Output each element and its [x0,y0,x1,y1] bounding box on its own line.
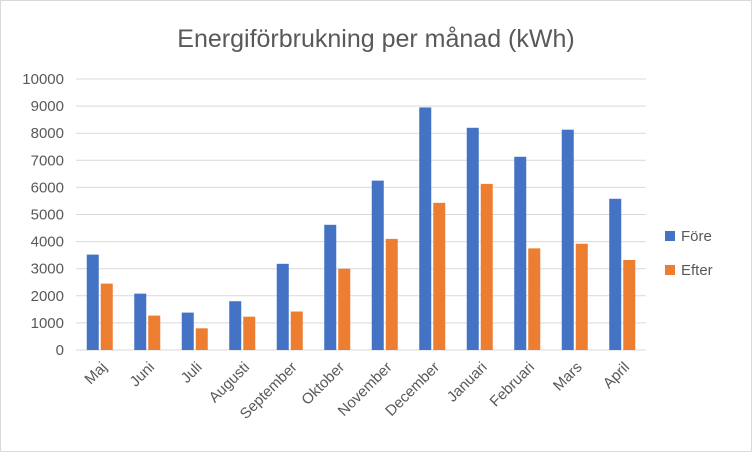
y-tick-label: 4000 [31,234,64,251]
x-tick-label: Augusti [206,359,253,406]
x-tick-label: Maj [81,359,110,388]
y-tick-label: 1000 [31,315,64,332]
bar-efter-januari [480,183,493,350]
y-tick-label: 7000 [31,152,64,169]
bar-efter-maj [100,283,113,350]
legend-label: Före [681,228,712,245]
bar-efter-februari [528,248,541,350]
bar-fore-februari [514,156,527,350]
x-tick-label: Mars [550,359,586,395]
bar-fore-mars [561,129,574,350]
x-tick-label: April [600,359,633,392]
bar-efter-juli [195,328,208,350]
bar-fore-december [419,107,432,350]
bar-fore-november [371,180,384,350]
x-axis-ticks: Maj Juni Juli AugustiSeptemberOktoberNovemb… [81,359,633,423]
x-tick-label: Februari [487,359,539,411]
bar-fore-januari [466,127,479,350]
bar-fore-augusti [229,301,242,350]
x-tick-label: Juni [127,359,158,390]
bar-efter-september [290,311,303,350]
bar-fore-maj [86,254,99,350]
bar-efter-april [623,260,636,350]
bar-efter-mars [575,243,588,350]
y-tick-label: 9000 [31,98,64,115]
y-tick-label: 8000 [31,125,64,142]
bar-efter-oktober [338,268,351,350]
y-tick-label: 5000 [31,207,64,224]
legend-label: Efter [681,262,713,279]
y-tick-label: 6000 [31,179,64,196]
y-tick-label: 2000 [31,288,64,305]
bar-efter-augusti [243,316,256,350]
bar-efter-december [433,202,446,350]
y-tick-label: 3000 [31,261,64,278]
x-tick-label: Juli [178,359,206,387]
y-tick-label: 10000 [22,71,64,88]
bar-fore-juni [134,293,147,350]
chart-title: Energiförbrukning per månad (kWh) [177,25,574,53]
y-tick-label: 0 [56,342,64,359]
y-axis-ticks: 0 1000 2000 3000 4000 5000 6000 7000 8000 9000 100… [22,71,64,359]
bar-fore-oktober [324,224,337,350]
bar-efter-november [385,238,398,350]
bar-fore-april [609,198,622,350]
legend-swatch [665,265,675,275]
bar-fore-juli [181,312,194,350]
bar-fore-september [276,263,289,350]
gridlines [76,78,646,351]
bars [86,107,636,350]
legend-swatch [665,231,675,241]
legend: Före Efter [665,228,713,279]
x-tick-label: Januari [444,359,491,406]
bar-efter-juni [148,315,161,350]
